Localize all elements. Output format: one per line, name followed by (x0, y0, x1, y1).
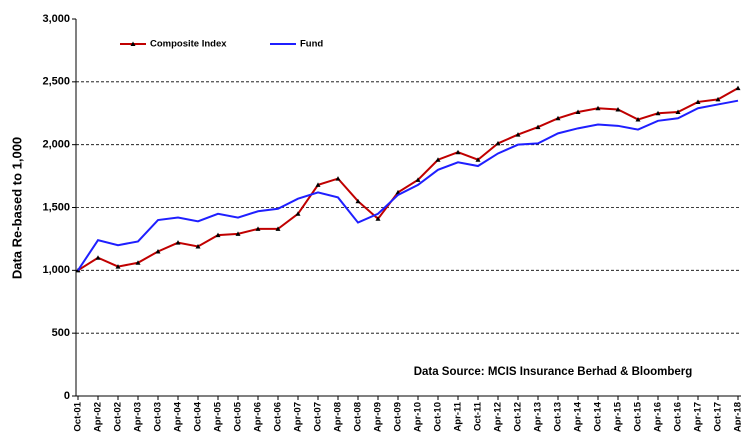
marker (655, 110, 661, 116)
x-tick-label: Oct-08 (353, 402, 364, 432)
marker (555, 115, 561, 121)
x-tick-label: Apr-16 (653, 402, 664, 432)
x-tick-label: Oct-06 (273, 402, 284, 432)
x-tick-label: Oct-14 (593, 401, 604, 431)
x-tick-label: Oct-03 (153, 402, 164, 432)
marker (95, 255, 101, 260)
series-line (77, 99, 739, 271)
x-tick-label: Apr-09 (373, 402, 384, 432)
marker (575, 109, 581, 114)
marker (275, 226, 281, 231)
x-tick-label: Apr-11 (453, 401, 464, 431)
marker (255, 226, 261, 231)
x-tick-label: Apr-08 (333, 402, 344, 432)
x-tick-label: Apr-17 (693, 402, 704, 432)
x-tick-label: Apr-10 (413, 402, 424, 432)
x-tick-label: Oct-04 (193, 401, 204, 431)
x-tick-label: Apr-02 (93, 402, 104, 432)
marker (315, 182, 321, 187)
y-tick-label: 2,500 (42, 76, 70, 88)
marker (475, 157, 481, 162)
marker (535, 124, 541, 130)
y-tick-label: 1,500 (42, 201, 70, 213)
x-tick-label: Oct-09 (393, 402, 404, 432)
x-tick-label: Apr-12 (493, 402, 504, 432)
legend-label: Fund (300, 39, 323, 50)
x-tick-label: Oct-01 (73, 401, 84, 431)
marker (495, 140, 501, 146)
annotation: Data Source: MCIS Insurance Berhad & Blo… (414, 366, 693, 378)
x-tick-label: Apr-13 (533, 402, 544, 432)
x-tick-label: Apr-18 (733, 402, 741, 432)
x-tick-label: Oct-15 (633, 401, 644, 431)
x-tick-label: Oct-10 (433, 402, 444, 432)
x-tick-label: Oct-07 (313, 402, 324, 432)
y-tick-label: 2,000 (42, 139, 70, 151)
marker (595, 105, 601, 111)
y-tick-label: 500 (52, 327, 70, 339)
marker (335, 176, 341, 181)
legend-label: Composite Index (150, 39, 227, 50)
marker (455, 149, 461, 155)
x-tick-label: Oct-17 (713, 402, 724, 432)
marker (115, 264, 121, 269)
x-tick-label: Apr-07 (293, 402, 304, 432)
series-line (77, 87, 739, 272)
marker (235, 231, 241, 236)
marker (175, 240, 181, 245)
marker (675, 109, 681, 114)
x-tick-label: Apr-03 (133, 402, 144, 432)
x-tick-label: Oct-05 (233, 401, 244, 431)
marker (635, 117, 641, 122)
y-axis-label: Data Re-based to 1,000 (9, 137, 24, 279)
x-tick-label: Oct-12 (513, 402, 524, 432)
x-tick-label: Oct-02 (113, 402, 124, 432)
marker (415, 177, 421, 182)
marker (355, 198, 361, 204)
y-tick-label: 0 (64, 390, 70, 402)
x-tick-label: Apr-05 (213, 401, 224, 432)
x-tick-label: Apr-04 (173, 401, 184, 432)
marker (295, 211, 301, 216)
marker (715, 96, 721, 102)
marker (615, 106, 621, 112)
marker (155, 248, 161, 254)
marker (215, 232, 221, 238)
marker (435, 157, 441, 162)
x-tick-label: Oct-16 (673, 402, 684, 432)
marker (195, 243, 201, 249)
marker (375, 216, 381, 221)
y-tick-label: 1,000 (42, 264, 70, 276)
x-tick-label: Apr-15 (613, 401, 624, 432)
y-tick-label: 3,000 (42, 13, 70, 25)
x-tick-label: Apr-14 (573, 401, 584, 432)
x-tick-label: Oct-13 (553, 402, 564, 432)
marker (135, 260, 141, 265)
marker (515, 132, 521, 137)
marker (695, 99, 701, 104)
x-tick-label: Oct-11 (473, 401, 484, 431)
legend-marker (130, 41, 136, 46)
marker (735, 85, 741, 91)
x-tick-label: Apr-06 (253, 402, 264, 432)
